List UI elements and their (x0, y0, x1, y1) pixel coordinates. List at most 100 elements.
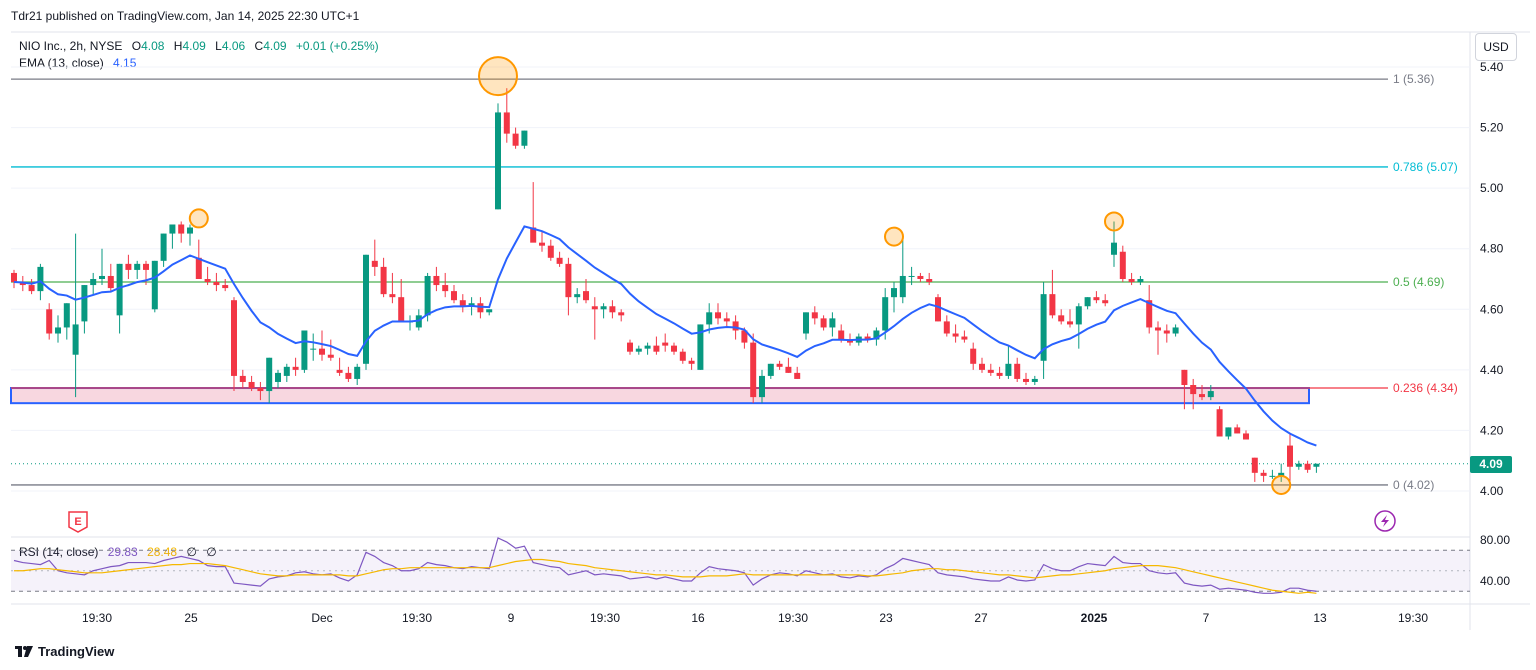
candle-body (803, 312, 809, 334)
candle-body (301, 330, 308, 370)
candle-body (319, 348, 325, 355)
tradingview-footer[interactable]: TradingView (15, 644, 114, 660)
candle-body (72, 324, 79, 355)
candle-body (697, 324, 704, 370)
ema-line (13, 225, 1317, 447)
candle-body (55, 327, 61, 334)
candle-body (1031, 378, 1038, 382)
candle-body (1216, 409, 1223, 437)
candle-body (1199, 394, 1205, 398)
dividend-flash-icon[interactable] (1374, 510, 1396, 532)
time-tick-label: 7 (1203, 611, 1210, 625)
candle-body (486, 309, 493, 313)
candle-body (1181, 369, 1188, 385)
currency-button[interactable]: USD (1475, 33, 1517, 61)
candle-body (160, 233, 167, 261)
candle-body (908, 275, 915, 277)
candle-body (671, 345, 677, 352)
close-key: C (254, 39, 264, 53)
candle-body (926, 279, 933, 283)
candle-body (134, 263, 141, 270)
candle-body (1137, 279, 1144, 283)
candle-body (503, 112, 510, 134)
candle-body (1287, 445, 1293, 467)
candle-body (688, 360, 695, 364)
earnings-icon[interactable]: E (68, 511, 88, 533)
candle-body (539, 242, 545, 246)
candle-body (741, 330, 748, 343)
candle-body (873, 330, 880, 340)
candle-body (750, 342, 757, 398)
candle-body (723, 318, 730, 322)
close-value: 4.09 (263, 39, 287, 53)
candle-body (899, 275, 906, 298)
candle-body (935, 297, 941, 322)
candle-body (530, 227, 537, 243)
candle-body (1313, 463, 1320, 467)
candle-body (1260, 472, 1267, 476)
time-tick-label: 19:30 (590, 611, 620, 625)
candle-body (943, 321, 950, 334)
symbol-label[interactable]: NIO Inc., 2h, NYSE (19, 39, 123, 53)
candle-body (275, 372, 281, 382)
candle-body (213, 282, 220, 286)
time-axis[interactable]: 19:30 25 Dec 19:30 9 19:30 16 19:30 23 27 2025 7 13 1… (82, 611, 1428, 625)
candle-body (231, 300, 237, 376)
time-tick-label: 13 (1313, 611, 1327, 625)
time-tick-label: 19:30 (82, 611, 112, 625)
candle-body (864, 336, 871, 340)
price-axis[interactable]: 5.40 5.20 5.00 4.80 4.60 4.40 4.20 4.00 (1480, 60, 1504, 498)
candle-body (1146, 300, 1153, 328)
candle-body (706, 312, 713, 325)
candle-body (354, 366, 361, 379)
candle-body (99, 275, 105, 279)
publisher-line: Tdr21 published on TradingView.com, Jan … (11, 9, 360, 23)
price-tick-label: 5.40 (1480, 60, 1504, 74)
candle-body (46, 309, 53, 334)
fib-label: 0.5 (4.69) (1393, 275, 1444, 289)
candle-body (143, 263, 149, 270)
chart-legend: NIO Inc., 2h, NYSE O4.08 H4.09 L4.06 C4.… (19, 38, 379, 72)
candle-body (187, 227, 193, 234)
grid (11, 31, 1530, 630)
candle-body (1128, 279, 1135, 283)
candle-body (882, 297, 889, 331)
candle-body (776, 363, 783, 367)
candle-body (952, 333, 959, 337)
candle-body (679, 351, 686, 361)
time-tick-label: 19:30 (778, 611, 808, 625)
candle-body (90, 279, 97, 286)
fib-label: 0 (4.02) (1393, 478, 1434, 492)
time-tick-label: 9 (508, 611, 515, 625)
time-tick-label: 27 (974, 611, 988, 625)
candle-body (961, 336, 968, 340)
candle-body (37, 266, 44, 292)
candle-body (1093, 297, 1100, 301)
candle-body (521, 130, 528, 146)
candle-body (107, 275, 114, 289)
time-tick-label: 19:30 (1398, 611, 1428, 625)
candle-body (116, 263, 123, 316)
candle-body (1023, 378, 1029, 382)
candle-body (635, 348, 642, 352)
candle-body (178, 224, 185, 234)
candle-body (310, 348, 317, 350)
rsi-value: 29.83 (108, 545, 138, 559)
high-value: 4.09 (182, 39, 206, 53)
candle-body (389, 294, 396, 298)
candle-body (204, 279, 211, 283)
open-key: O (131, 39, 142, 53)
candle-body (442, 285, 449, 292)
candle-body (363, 254, 369, 364)
price-tick-label: 4.00 (1480, 484, 1504, 498)
candle-body (1075, 306, 1082, 325)
candle-body (1084, 297, 1091, 307)
rsi-empty-2: ∅ (206, 545, 216, 559)
candle-body (451, 291, 457, 301)
candle-body (63, 303, 70, 328)
rsi-label[interactable]: RSI (14, close) (19, 545, 98, 559)
candle-body (1163, 330, 1170, 334)
candle-body (574, 294, 581, 298)
candle-body (838, 330, 845, 340)
